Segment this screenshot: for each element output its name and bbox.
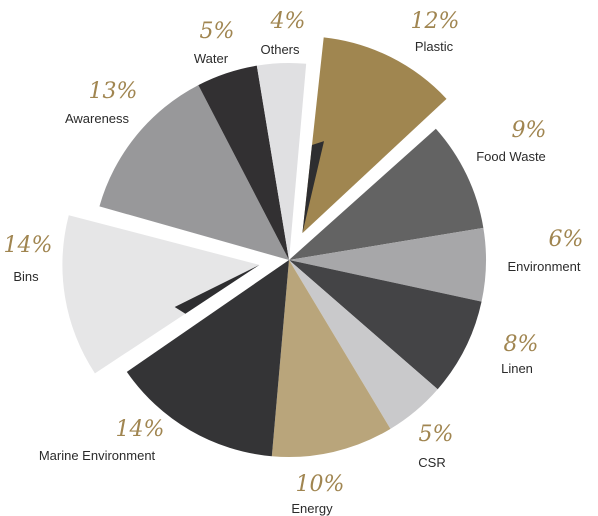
percent-label-others: 4% [270,9,306,34]
pie-slice-awareness-wedge [99,85,289,260]
pie-slices [62,37,486,457]
pie-slice-plastic [302,37,447,234]
category-label-bins: Bins [13,269,39,284]
category-label-food-waste: Food Waste [476,149,546,164]
pie-slice-bins-shadow [174,264,260,314]
percent-label-energy: 10% [296,472,345,497]
percent-label-awareness: 13% [89,79,138,104]
pie-slice-marine-environment [126,260,289,457]
pie-slice-awareness [99,85,289,260]
pie-slice-bins [62,215,260,374]
category-label-csr: CSR [418,455,445,470]
pie-slice-energy-wedge [271,260,391,457]
percent-label-plastic: 12% [411,9,460,34]
pie-slice-environment [289,227,486,302]
pie-slice-water-wedge [198,65,289,260]
pie-slice-food-waste [289,128,484,260]
percent-label-linen: 8% [504,332,539,357]
pie-slice-water [198,65,289,260]
percent-label-csr: 5% [419,422,454,447]
pie-slice-energy [271,260,391,457]
category-label-awareness: Awareness [65,111,130,126]
pie-slice-plastic-wedge [302,37,447,234]
percent-label-environment: 6% [549,227,584,252]
pie-slice-csr-wedge [289,260,438,429]
pie-slice-others [256,63,307,260]
pie-slice-food-waste-wedge [289,128,484,260]
percent-label-bins: 14% [4,233,53,258]
category-label-environment: Environment [508,259,581,274]
percent-label-marine-environment: 14% [116,417,165,442]
category-label-marine-environment: Marine Environment [39,448,156,463]
pie-slice-marine-environment-wedge [126,260,289,457]
pie-slice-environment-wedge [289,227,486,302]
category-label-energy: Energy [291,501,333,516]
category-label-water: Water [194,51,229,66]
category-label-others: Others [260,42,300,57]
pie-slice-others-wedge [256,63,307,260]
category-label-plastic: Plastic [415,39,454,54]
pie-slice-bins-wedge [62,215,260,374]
pie-labels: 12% Plastic 9% Food Waste 6% Environment 8% Lin… [4,9,584,516]
percent-label-water: 5% [200,19,235,44]
pie-slice-linen [289,260,482,390]
pie-slice-csr [289,260,438,429]
pie-slice-linen-wedge [289,260,482,390]
category-label-linen: Linen [501,361,533,376]
percent-label-food-waste: 9% [512,118,547,143]
